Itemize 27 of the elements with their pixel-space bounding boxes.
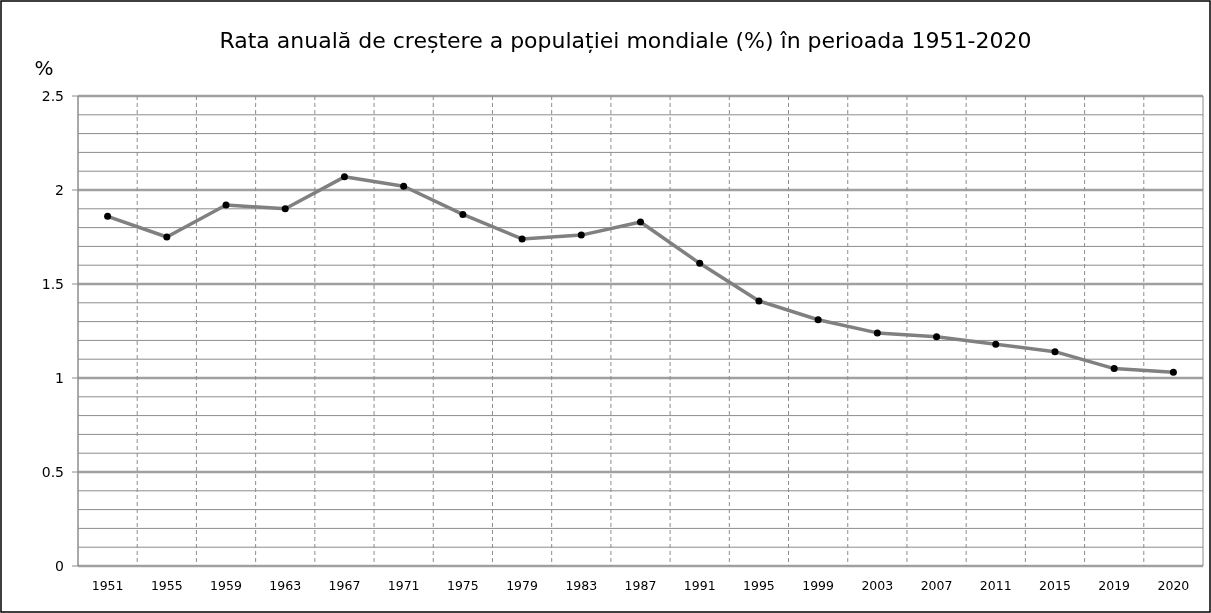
x-tick-label: 1983 [565,578,598,593]
x-tick-label: 1971 [387,578,420,593]
x-tick-label: 1975 [446,578,479,593]
x-tick-label: 1963 [269,578,302,593]
y-tick-label: 1 [55,369,64,386]
y-tick-label: 0 [55,557,64,574]
x-tick-label: 1999 [802,578,835,593]
x-tick-label: 1959 [210,578,242,593]
x-tick-label: 1951 [91,578,124,593]
x-tick-label: 2019 [1098,578,1131,593]
y-axis-title: % [34,56,54,80]
x-tick-label: 1987 [624,578,657,593]
y-tick-label: 1.5 [41,275,64,292]
x-tick-label: 2011 [979,578,1012,593]
x-tick-label: 2003 [861,578,894,593]
x-tick-label: 1967 [328,578,361,593]
x-tick-label: 2020 [1157,578,1190,593]
x-tick-label: 1979 [506,578,539,593]
chart-title: Rata anuală de creștere a populației mondiale (%) în perioada 1951-2020 [219,28,1032,53]
x-tick-label: 1995 [743,578,775,593]
x-tick-label: 1991 [683,578,716,593]
x-tick-label: 2015 [1039,578,1071,593]
y-tick-label: 2.5 [41,87,64,104]
x-tick-label: 2007 [920,578,953,593]
y-tick-label: 2 [55,181,64,198]
x-tick-label: 1955 [150,578,183,593]
y-tick-label: 0.5 [41,463,64,480]
